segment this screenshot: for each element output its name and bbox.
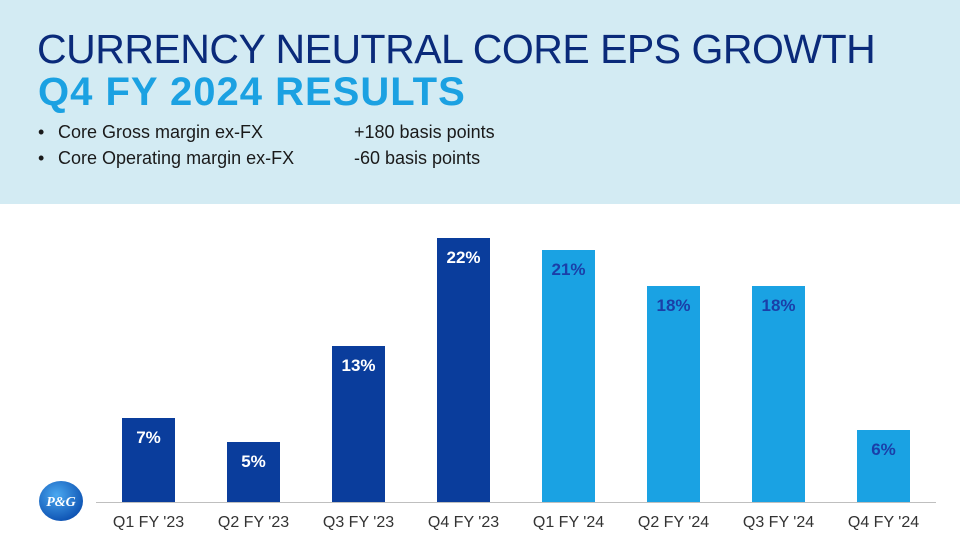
x-tick-label-1: Q1 FY '23 [113, 514, 184, 531]
data-label-5: 21% [551, 260, 585, 279]
x-tick-label-8: Q4 FY '24 [848, 514, 919, 531]
eps-growth-bar-chart: 7% Q1 FY '23 5% Q2 FY '23 13% Q3 FY '23 22% Q4 … [96, 238, 936, 531]
bullet-item: • Core Gross margin ex-FX +180 basis poi… [38, 119, 495, 145]
pg-logo-icon: P&G [39, 481, 83, 521]
bar-1 [122, 418, 175, 502]
data-label-4: 22% [446, 248, 480, 267]
logo-text: P&G [46, 495, 76, 510]
bar-3 [332, 346, 385, 502]
data-label-8: 6% [871, 440, 896, 459]
bullet-value: +180 basis points [354, 121, 495, 142]
bar-4 [437, 238, 490, 502]
x-tick-label-3: Q3 FY '23 [323, 514, 394, 531]
data-label-1: 7% [136, 428, 161, 447]
x-tick-label-2: Q2 FY '23 [218, 514, 289, 531]
x-tick-label-6: Q2 FY '24 [638, 514, 709, 531]
data-label-6: 18% [656, 296, 690, 315]
bullet-dot: • [38, 147, 45, 168]
data-label-3: 13% [341, 356, 375, 375]
header-band: CURRENCY NEUTRAL CORE EPS GROWTH Q4 FY 2… [0, 0, 960, 204]
x-tick-label-4: Q4 FY '23 [428, 514, 499, 531]
bullet-dot: • [38, 121, 45, 142]
bar-6 [647, 286, 700, 502]
bar-7 [752, 286, 805, 502]
bullet-label: Core Operating margin ex-FX [58, 147, 295, 168]
data-label-2: 5% [241, 452, 266, 471]
bullet-item: • Core Operating margin ex-FX -60 basis … [38, 145, 495, 171]
data-label-7: 18% [761, 296, 795, 315]
bar-2 [227, 442, 280, 502]
bullet-label: Core Gross margin ex-FX [58, 121, 264, 142]
page-subtitle: Q4 FY 2024 RESULTS [38, 70, 466, 114]
bullet-list: • Core Gross margin ex-FX +180 basis poi… [38, 119, 495, 171]
bar-8 [857, 430, 910, 502]
bar-5 [542, 250, 595, 502]
bullet-value: -60 basis points [354, 147, 481, 168]
x-tick-label-7: Q3 FY '24 [743, 514, 814, 531]
page-title: CURRENCY NEUTRAL CORE EPS GROWTH [37, 26, 876, 72]
x-tick-label-5: Q1 FY '24 [533, 514, 604, 531]
